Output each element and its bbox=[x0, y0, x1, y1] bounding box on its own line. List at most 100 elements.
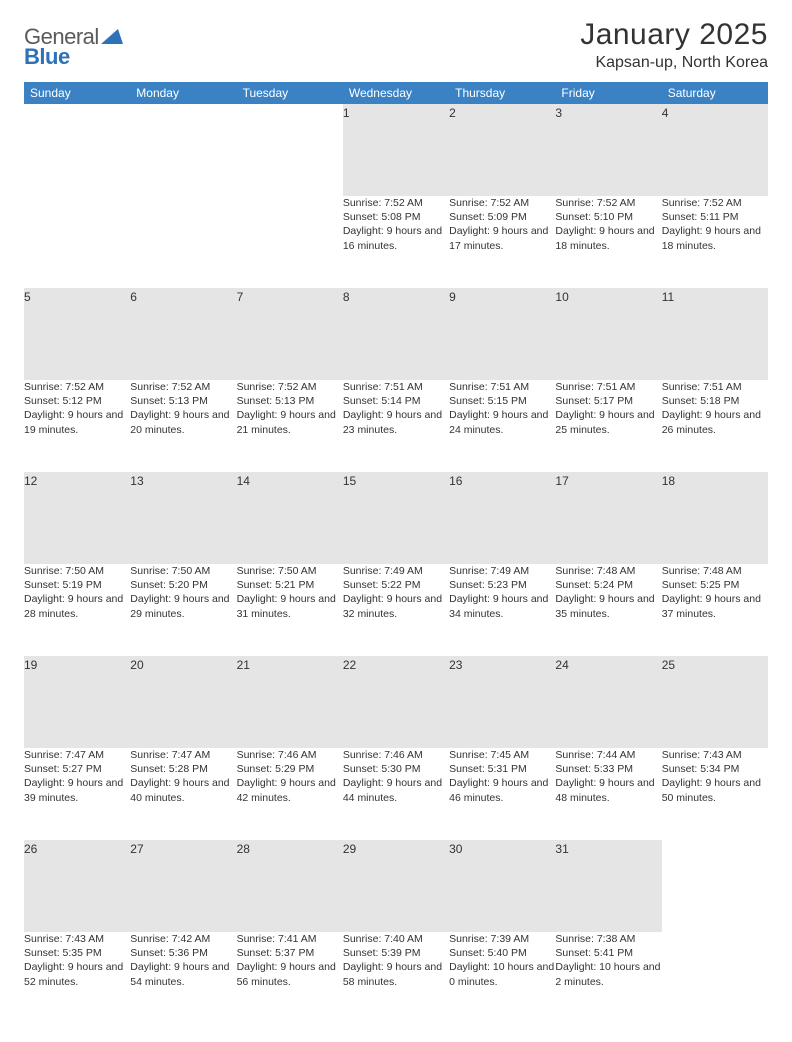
empty-cell bbox=[130, 104, 236, 196]
weekday-header: Tuesday bbox=[237, 82, 343, 104]
day-content-cell: Sunrise: 7:46 AMSunset: 5:30 PMDaylight:… bbox=[343, 748, 449, 840]
day-number-cell: 27 bbox=[130, 840, 236, 932]
sunrise-line: Sunrise: 7:48 AM bbox=[662, 564, 768, 578]
day-number-cell: 24 bbox=[555, 656, 661, 748]
sunset-line: Sunset: 5:09 PM bbox=[449, 210, 555, 224]
day-number: 1 bbox=[343, 106, 350, 120]
sunset-line: Sunset: 5:12 PM bbox=[24, 394, 130, 408]
day-number-cell: 31 bbox=[555, 840, 661, 932]
daylight-line: Daylight: 9 hours and 39 minutes. bbox=[24, 776, 130, 804]
day-content-cell: Sunrise: 7:49 AMSunset: 5:23 PMDaylight:… bbox=[449, 564, 555, 656]
daylight-line: Daylight: 9 hours and 29 minutes. bbox=[130, 592, 236, 620]
sunrise-line: Sunrise: 7:47 AM bbox=[130, 748, 236, 762]
sunset-line: Sunset: 5:11 PM bbox=[662, 210, 768, 224]
sunrise-line: Sunrise: 7:44 AM bbox=[555, 748, 661, 762]
day-content-cell: Sunrise: 7:44 AMSunset: 5:33 PMDaylight:… bbox=[555, 748, 661, 840]
content-row: Sunrise: 7:43 AMSunset: 5:35 PMDaylight:… bbox=[24, 932, 768, 1024]
day-number-cell: 7 bbox=[237, 288, 343, 380]
day-content-cell: Sunrise: 7:49 AMSunset: 5:22 PMDaylight:… bbox=[343, 564, 449, 656]
sunset-line: Sunset: 5:13 PM bbox=[130, 394, 236, 408]
sunrise-line: Sunrise: 7:51 AM bbox=[662, 380, 768, 394]
daynum-row: 262728293031 bbox=[24, 840, 768, 932]
day-number-cell: 26 bbox=[24, 840, 130, 932]
day-number: 9 bbox=[449, 290, 456, 304]
sunset-line: Sunset: 5:39 PM bbox=[343, 946, 449, 960]
sunrise-line: Sunrise: 7:45 AM bbox=[449, 748, 555, 762]
sunrise-line: Sunrise: 7:52 AM bbox=[449, 196, 555, 210]
day-content-cell: Sunrise: 7:42 AMSunset: 5:36 PMDaylight:… bbox=[130, 932, 236, 1024]
day-number: 11 bbox=[662, 290, 674, 304]
day-number: 20 bbox=[130, 658, 143, 672]
day-content-cell: Sunrise: 7:52 AMSunset: 5:10 PMDaylight:… bbox=[555, 196, 661, 288]
day-content-cell: Sunrise: 7:41 AMSunset: 5:37 PMDaylight:… bbox=[237, 932, 343, 1024]
sunrise-line: Sunrise: 7:38 AM bbox=[555, 932, 661, 946]
daylight-line: Daylight: 9 hours and 46 minutes. bbox=[449, 776, 555, 804]
empty-cell bbox=[662, 932, 768, 1024]
sunrise-line: Sunrise: 7:48 AM bbox=[555, 564, 661, 578]
content-row: Sunrise: 7:52 AMSunset: 5:12 PMDaylight:… bbox=[24, 380, 768, 472]
day-number: 21 bbox=[237, 658, 250, 672]
day-content-cell: Sunrise: 7:48 AMSunset: 5:25 PMDaylight:… bbox=[662, 564, 768, 656]
page-header: General January 2025 Kapsan-up, North Ko… bbox=[24, 18, 768, 72]
weekday-header: Wednesday bbox=[343, 82, 449, 104]
day-number: 25 bbox=[662, 658, 675, 672]
sunrise-line: Sunrise: 7:43 AM bbox=[24, 932, 130, 946]
day-number: 31 bbox=[555, 842, 568, 856]
day-content-cell: Sunrise: 7:52 AMSunset: 5:11 PMDaylight:… bbox=[662, 196, 768, 288]
sunset-line: Sunset: 5:27 PM bbox=[24, 762, 130, 776]
day-number: 8 bbox=[343, 290, 350, 304]
sunrise-line: Sunrise: 7:49 AM bbox=[343, 564, 449, 578]
sunset-line: Sunset: 5:18 PM bbox=[662, 394, 768, 408]
daylight-line: Daylight: 9 hours and 21 minutes. bbox=[237, 408, 343, 436]
day-content-cell: Sunrise: 7:39 AMSunset: 5:40 PMDaylight:… bbox=[449, 932, 555, 1024]
daynum-row: 12131415161718 bbox=[24, 472, 768, 564]
sunset-line: Sunset: 5:41 PM bbox=[555, 946, 661, 960]
sunrise-line: Sunrise: 7:50 AM bbox=[130, 564, 236, 578]
sunrise-line: Sunrise: 7:52 AM bbox=[24, 380, 130, 394]
day-number: 13 bbox=[130, 474, 143, 488]
day-number-cell: 14 bbox=[237, 472, 343, 564]
daylight-line: Daylight: 9 hours and 23 minutes. bbox=[343, 408, 449, 436]
sunset-line: Sunset: 5:28 PM bbox=[130, 762, 236, 776]
daylight-line: Daylight: 9 hours and 40 minutes. bbox=[130, 776, 236, 804]
day-content-cell: Sunrise: 7:50 AMSunset: 5:19 PMDaylight:… bbox=[24, 564, 130, 656]
weekday-header: Saturday bbox=[662, 82, 768, 104]
sunset-line: Sunset: 5:24 PM bbox=[555, 578, 661, 592]
daylight-line: Daylight: 9 hours and 42 minutes. bbox=[237, 776, 343, 804]
day-number-cell: 25 bbox=[662, 656, 768, 748]
day-number: 12 bbox=[24, 474, 37, 488]
day-content-cell: Sunrise: 7:46 AMSunset: 5:29 PMDaylight:… bbox=[237, 748, 343, 840]
day-content-cell: Sunrise: 7:50 AMSunset: 5:21 PMDaylight:… bbox=[237, 564, 343, 656]
day-number-cell: 9 bbox=[449, 288, 555, 380]
daylight-line: Daylight: 9 hours and 34 minutes. bbox=[449, 592, 555, 620]
day-number-cell: 10 bbox=[555, 288, 661, 380]
sunset-line: Sunset: 5:22 PM bbox=[343, 578, 449, 592]
day-number: 29 bbox=[343, 842, 356, 856]
day-number-cell: 16 bbox=[449, 472, 555, 564]
day-number: 14 bbox=[237, 474, 250, 488]
sunrise-line: Sunrise: 7:46 AM bbox=[343, 748, 449, 762]
day-number: 28 bbox=[237, 842, 250, 856]
day-content-cell: Sunrise: 7:47 AMSunset: 5:28 PMDaylight:… bbox=[130, 748, 236, 840]
day-number: 17 bbox=[555, 474, 568, 488]
sunset-line: Sunset: 5:13 PM bbox=[237, 394, 343, 408]
day-content-cell: Sunrise: 7:47 AMSunset: 5:27 PMDaylight:… bbox=[24, 748, 130, 840]
daylight-line: Daylight: 9 hours and 20 minutes. bbox=[130, 408, 236, 436]
day-number: 3 bbox=[555, 106, 562, 120]
sunset-line: Sunset: 5:20 PM bbox=[130, 578, 236, 592]
daylight-line: Daylight: 9 hours and 25 minutes. bbox=[555, 408, 661, 436]
sunset-line: Sunset: 5:15 PM bbox=[449, 394, 555, 408]
location-text: Kapsan-up, North Korea bbox=[580, 54, 768, 72]
daylight-line: Daylight: 9 hours and 16 minutes. bbox=[343, 224, 449, 252]
day-number-cell: 23 bbox=[449, 656, 555, 748]
content-row: Sunrise: 7:47 AMSunset: 5:27 PMDaylight:… bbox=[24, 748, 768, 840]
sunset-line: Sunset: 5:36 PM bbox=[130, 946, 236, 960]
daylight-line: Daylight: 9 hours and 35 minutes. bbox=[555, 592, 661, 620]
weekday-header-row: SundayMondayTuesdayWednesdayThursdayFrid… bbox=[24, 82, 768, 104]
sunset-line: Sunset: 5:14 PM bbox=[343, 394, 449, 408]
sunrise-line: Sunrise: 7:52 AM bbox=[662, 196, 768, 210]
sunrise-line: Sunrise: 7:39 AM bbox=[449, 932, 555, 946]
sunset-line: Sunset: 5:31 PM bbox=[449, 762, 555, 776]
brand-text-blue-wrap: Blue bbox=[24, 44, 70, 70]
day-number: 4 bbox=[662, 106, 669, 120]
